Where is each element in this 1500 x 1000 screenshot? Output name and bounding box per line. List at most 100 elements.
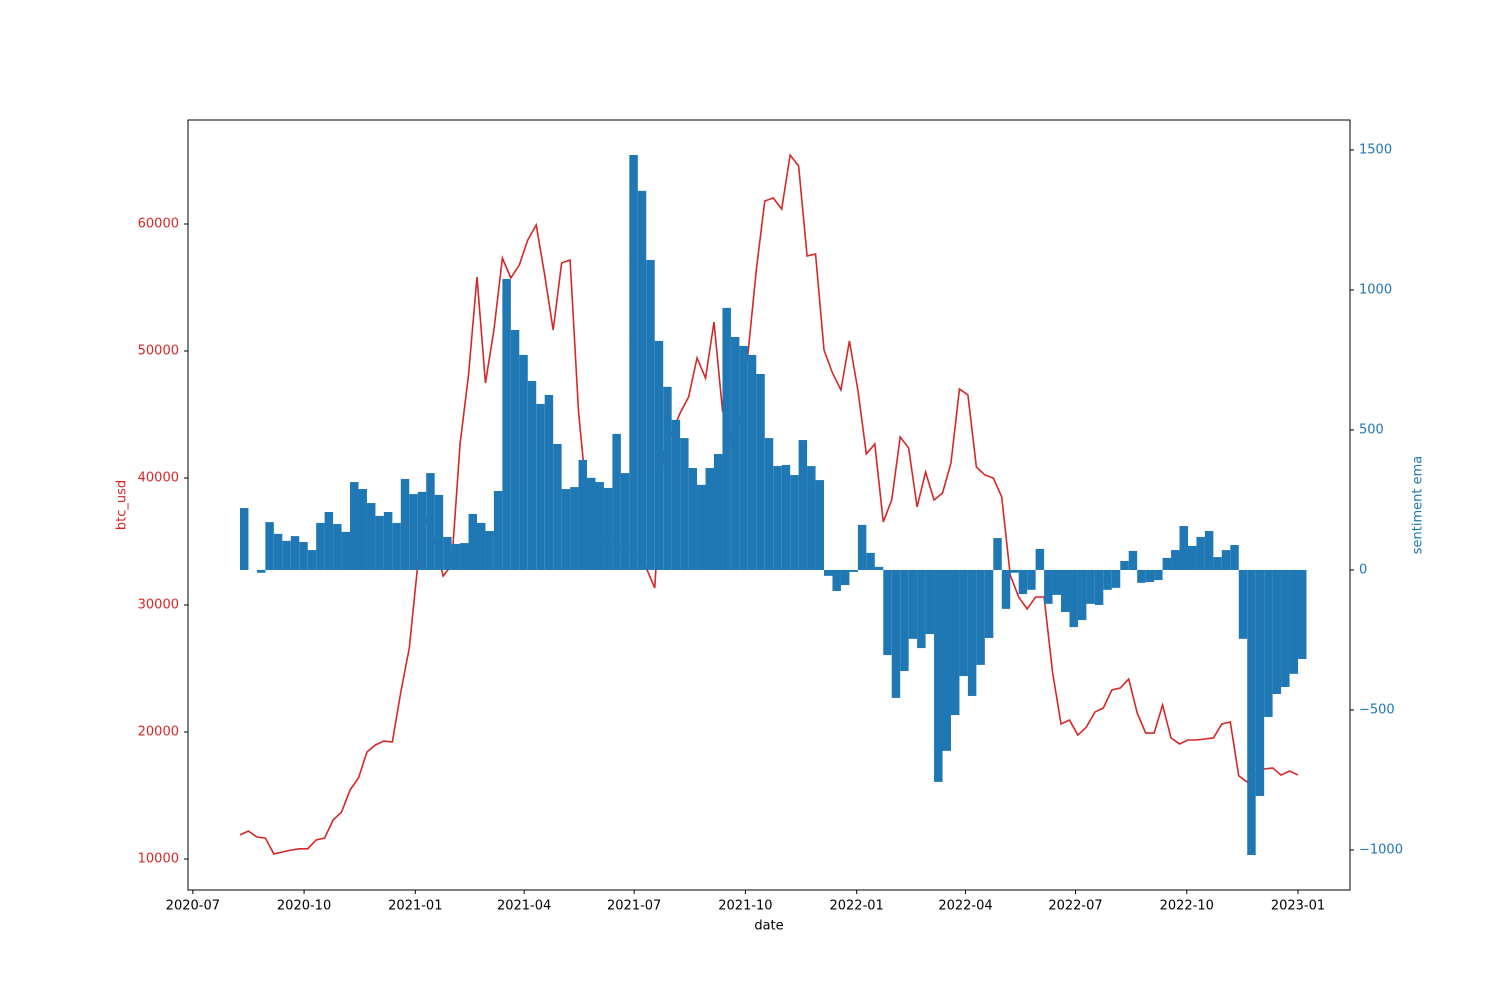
sentiment-bar xyxy=(917,569,926,649)
sentiment-bar xyxy=(705,468,714,570)
sentiment-bar xyxy=(629,155,638,570)
sentiment-bar xyxy=(502,279,511,570)
sentiment-bar xyxy=(570,487,579,570)
x-tick-label: 2021-01 xyxy=(388,899,442,914)
sentiment-bar xyxy=(366,503,376,570)
sentiment-bar xyxy=(510,330,520,570)
x-tick-label: 2022-07 xyxy=(1048,899,1102,914)
sentiment-bar xyxy=(756,373,765,570)
sentiment-bar xyxy=(1018,569,1028,595)
sentiment-bar xyxy=(1289,569,1299,674)
sentiment-bar xyxy=(350,482,359,570)
sentiment-bar xyxy=(781,464,791,570)
sentiment-bar xyxy=(730,337,740,570)
sentiment-bar xyxy=(713,454,723,570)
sentiment-bar xyxy=(832,569,841,591)
sentiment-bar xyxy=(290,536,300,570)
plot-frame xyxy=(187,119,1351,891)
x-tick-label: 2020-07 xyxy=(166,899,220,914)
sentiment-bar xyxy=(460,543,469,570)
y2-tick-label: 1000 xyxy=(1359,282,1392,297)
sentiment-bar xyxy=(536,403,545,570)
sentiment-bar xyxy=(1154,569,1163,581)
sentiment-bar xyxy=(527,380,537,570)
y-axis-label: btc_usd xyxy=(115,480,130,530)
y-tick-label: 40000 xyxy=(138,471,179,486)
y2-tick-label: 1500 xyxy=(1359,142,1392,157)
sentiment-bar xyxy=(383,512,393,570)
sentiment-bar xyxy=(1137,569,1146,583)
sentiment-bar xyxy=(950,569,960,715)
sentiment-bar xyxy=(485,531,494,570)
sentiment-bar xyxy=(409,494,418,570)
sentiment-bar xyxy=(1230,545,1239,570)
sentiment-bar xyxy=(519,354,528,570)
sentiment-bar xyxy=(1204,531,1214,570)
sentiment-bar xyxy=(553,443,562,570)
sentiment-bar xyxy=(654,340,664,570)
sentiment-bar xyxy=(239,508,249,570)
sentiment-bar xyxy=(1111,569,1121,588)
sentiment-bar xyxy=(1171,550,1180,570)
sentiment-bar xyxy=(417,491,427,570)
sentiment-bar xyxy=(468,513,477,570)
sentiment-bar xyxy=(358,489,367,570)
sentiment-bar xyxy=(443,536,452,570)
sentiment-bar xyxy=(1221,550,1231,570)
sentiment-bar xyxy=(493,491,503,570)
sentiment-bar xyxy=(307,550,317,570)
sentiment-bar xyxy=(739,345,748,570)
x-tick-label: 2022-01 xyxy=(829,899,883,914)
sentiment-bar xyxy=(790,475,799,570)
sentiment-bar xyxy=(1001,569,1011,609)
sentiment-bar xyxy=(324,512,334,570)
sentiment-bar xyxy=(476,522,486,570)
sentiment-bar xyxy=(671,419,681,570)
y-tick-label: 30000 xyxy=(138,598,179,613)
sentiment-bar xyxy=(392,522,401,570)
sentiment-bar xyxy=(273,533,283,570)
sentiment-bar xyxy=(1027,569,1036,590)
x-tick-label: 2022-10 xyxy=(1160,899,1214,914)
price-line xyxy=(239,153,1299,855)
y-tick-label: 10000 xyxy=(138,852,179,867)
x-tick-label: 2022-04 xyxy=(938,899,992,914)
sentiment-bar xyxy=(773,466,782,570)
y2-tick-label: 500 xyxy=(1359,422,1384,437)
x-tick-label: 2021-04 xyxy=(497,899,551,914)
sentiment-bar xyxy=(1272,569,1282,694)
sentiment-bar xyxy=(747,354,757,570)
sentiment-bar xyxy=(1213,557,1222,570)
x-tick-label: 2021-10 xyxy=(718,899,772,914)
x-tick-label: 2021-07 xyxy=(607,899,661,914)
sentiment-bar xyxy=(1179,526,1188,570)
sentiment-bar xyxy=(908,569,918,639)
sentiment-bar xyxy=(1298,569,1307,659)
sentiment-bar xyxy=(976,569,985,665)
sentiment-bar xyxy=(451,543,461,570)
x-axis-label: date xyxy=(754,919,783,934)
y-tick-label: 20000 xyxy=(138,725,179,740)
sentiment-bar xyxy=(1187,545,1197,570)
sentiment-bar xyxy=(1120,561,1129,570)
sentiment-bar xyxy=(316,522,325,570)
sentiment-bar xyxy=(1069,569,1078,628)
sentiment-bar xyxy=(925,569,935,635)
sentiment-bar xyxy=(1010,569,1019,573)
sentiment-bar xyxy=(764,438,774,570)
sentiment-bar xyxy=(891,569,901,698)
sentiment-bar xyxy=(900,569,909,672)
sentiment-bar xyxy=(426,473,435,570)
y2-tick-label: −500 xyxy=(1359,702,1395,717)
sentiment-bar xyxy=(603,487,613,570)
y2-tick-label: 0 xyxy=(1359,562,1367,577)
sentiment-bar xyxy=(1103,569,1112,590)
sentiment-bar xyxy=(612,433,621,570)
sentiment-bar xyxy=(1077,569,1087,621)
sentiment-bar xyxy=(680,438,689,570)
sentiment-bar xyxy=(967,569,977,696)
sentiment-bar xyxy=(333,524,342,570)
sentiment-bar xyxy=(857,524,867,570)
sentiment-bar xyxy=(798,440,808,570)
sentiment-bar xyxy=(824,569,833,576)
